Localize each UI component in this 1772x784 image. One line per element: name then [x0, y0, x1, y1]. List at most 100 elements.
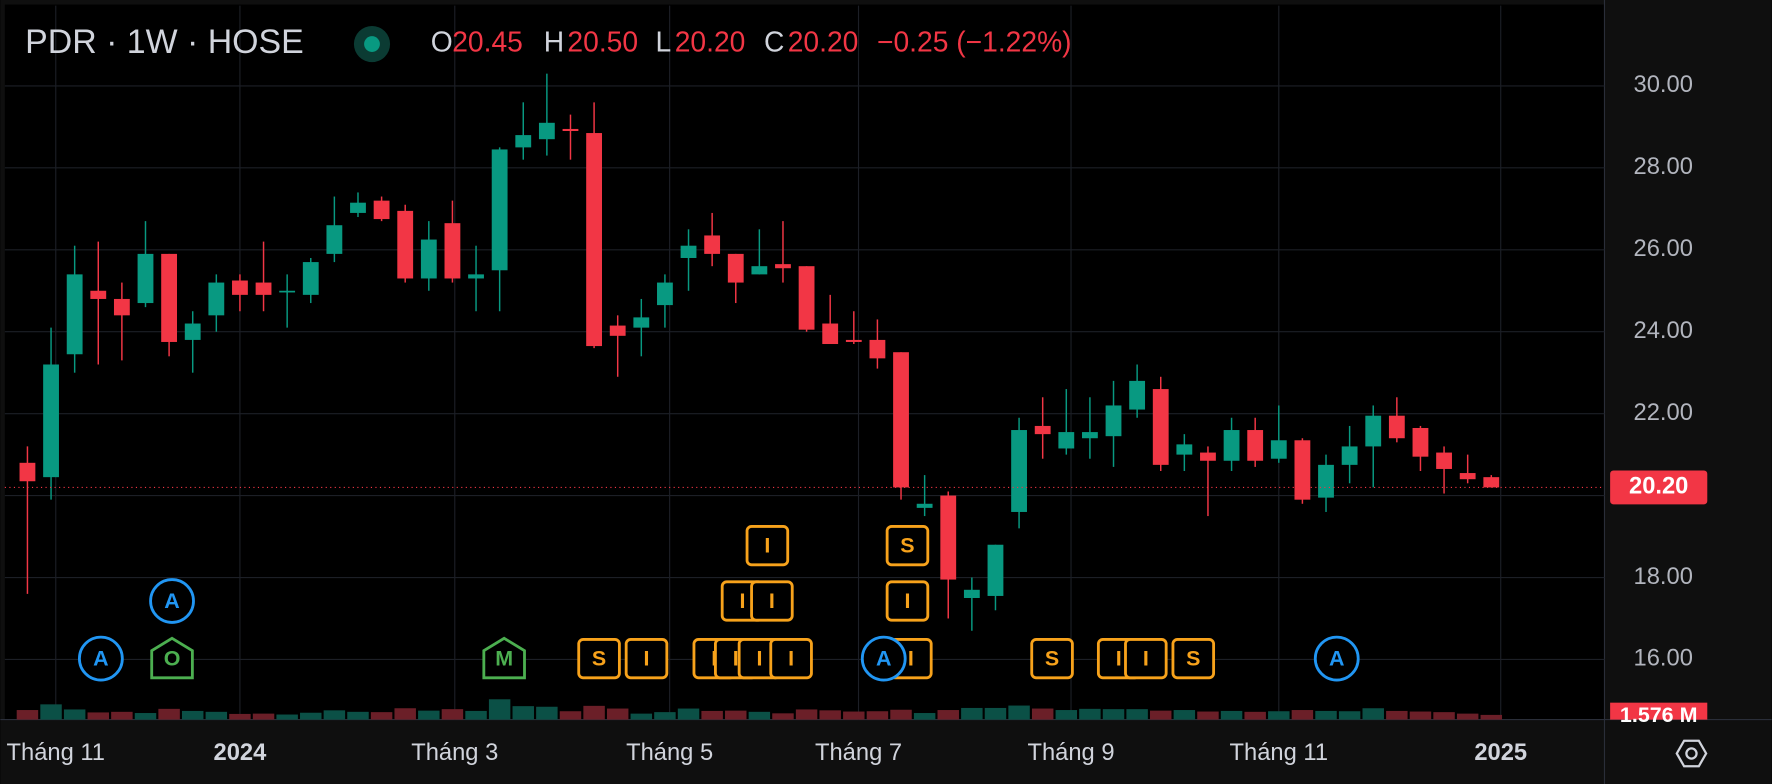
gear-hole: [1685, 747, 1698, 760]
volume-bar: [1031, 708, 1054, 720]
volume-bar: [913, 713, 936, 720]
ohlc-value: 20.20: [675, 26, 746, 58]
y-tick-label: 22.00: [1634, 400, 1693, 426]
marker-shape: [577, 637, 621, 680]
volume-bar: [890, 709, 912, 720]
candle-body: [586, 133, 602, 347]
candle-body: [1011, 430, 1027, 512]
marker-label: S: [900, 533, 914, 557]
marker-label: M: [495, 646, 513, 670]
settings-icon[interactable]: [1675, 739, 1708, 768]
volume-bar: [1173, 710, 1196, 720]
event-marker[interactable]: M: [482, 636, 526, 680]
volume-bar: [725, 710, 747, 720]
candle-body: [232, 280, 248, 295]
volume-bar: [819, 710, 841, 720]
volume-bar: [536, 706, 558, 720]
ohlc-value: 20.20: [788, 26, 859, 58]
candle-body: [302, 262, 319, 295]
volume-bar: [1220, 710, 1243, 720]
volume-bar: [370, 712, 393, 720]
marker-shape: [77, 635, 124, 682]
candle-body: [19, 462, 36, 482]
ohlc-key: O: [431, 26, 453, 58]
candle-body: [468, 274, 484, 279]
candle-body: [704, 235, 721, 254]
event-marker[interactable]: I: [624, 637, 669, 680]
volume-bar: [300, 712, 322, 720]
marker-shape: [885, 580, 930, 622]
event-marker[interactable]: I: [769, 637, 813, 680]
event-marker[interactable]: S: [577, 637, 621, 680]
marker-shape: [860, 635, 907, 682]
volume-bar: [111, 711, 133, 720]
candle-body: [1270, 440, 1287, 459]
volume-bar: [394, 708, 416, 720]
candle-body: [1412, 427, 1429, 457]
candle-body: [397, 210, 414, 279]
volume-bar: [1244, 711, 1266, 720]
candle-body: [137, 253, 154, 304]
ohlc-value: 20.45: [452, 26, 523, 58]
event-marker[interactable]: I: [885, 580, 930, 622]
volume-bar: [606, 708, 629, 720]
event-marker[interactable]: O: [150, 636, 194, 680]
volume-bar: [276, 714, 298, 720]
marker-label: I: [1116, 646, 1122, 670]
marker-shape: [769, 637, 813, 680]
volume-bar: [748, 711, 771, 720]
volume-bar: [465, 710, 487, 720]
candle-body: [1058, 432, 1075, 449]
volume-bar: [1102, 709, 1125, 720]
volume-bar: [40, 704, 62, 720]
candle-body: [1483, 477, 1500, 488]
candle-body: [1082, 432, 1098, 439]
ohlc-value: 20.50: [567, 26, 638, 58]
candle-body: [1436, 452, 1452, 469]
candle-body: [1459, 473, 1476, 480]
volume-bar: [205, 711, 228, 720]
volume-bar: [1315, 710, 1337, 720]
event-marker[interactable]: S: [1030, 637, 1074, 680]
event-marker[interactable]: S: [1171, 637, 1216, 680]
event-marker[interactable]: A: [149, 578, 195, 624]
marker-label: A: [1329, 646, 1345, 670]
x-tick-label: Tháng 3: [411, 740, 498, 766]
candle-body: [161, 253, 178, 342]
candle-body: [279, 290, 296, 293]
volume-bar: [323, 710, 346, 720]
candle-body: [940, 495, 957, 580]
y-tick-label: 26.00: [1634, 236, 1693, 262]
volume-bar: [441, 709, 464, 720]
event-marker[interactable]: I: [745, 525, 790, 567]
candle-body: [916, 503, 933, 508]
candle-body: [1105, 405, 1122, 437]
volume-bar: [1197, 711, 1219, 720]
volume-bar: [1126, 709, 1148, 720]
marker-shape: [1030, 637, 1074, 680]
volume-bar: [1386, 710, 1408, 720]
event-marker[interactable]: I: [750, 580, 794, 622]
candle-body: [1247, 430, 1264, 461]
candle-body: [798, 266, 815, 330]
volume-bar: [1362, 708, 1384, 720]
candle-body: [963, 589, 980, 598]
event-marker[interactable]: I: [1124, 637, 1168, 680]
marker-shape: [624, 637, 669, 680]
volume-bar: [134, 713, 157, 720]
candle-body: [420, 239, 437, 279]
volume-bar: [559, 711, 582, 720]
candle-body: [90, 290, 107, 299]
y-tick-label: 28.00: [1634, 154, 1693, 180]
candle-body: [43, 364, 59, 478]
event-marker[interactable]: A: [1313, 635, 1360, 682]
volume-label: 1.576 M: [1620, 703, 1698, 727]
candle-body: [1034, 425, 1051, 435]
y-tick-label: 18.00: [1634, 564, 1693, 590]
candle-body: [1365, 415, 1382, 447]
event-marker[interactable]: S: [885, 525, 930, 567]
event-marker[interactable]: A: [77, 635, 124, 682]
marker-label: S: [592, 646, 606, 670]
event-marker[interactable]: A: [860, 635, 907, 682]
volume-bar: [772, 713, 794, 720]
